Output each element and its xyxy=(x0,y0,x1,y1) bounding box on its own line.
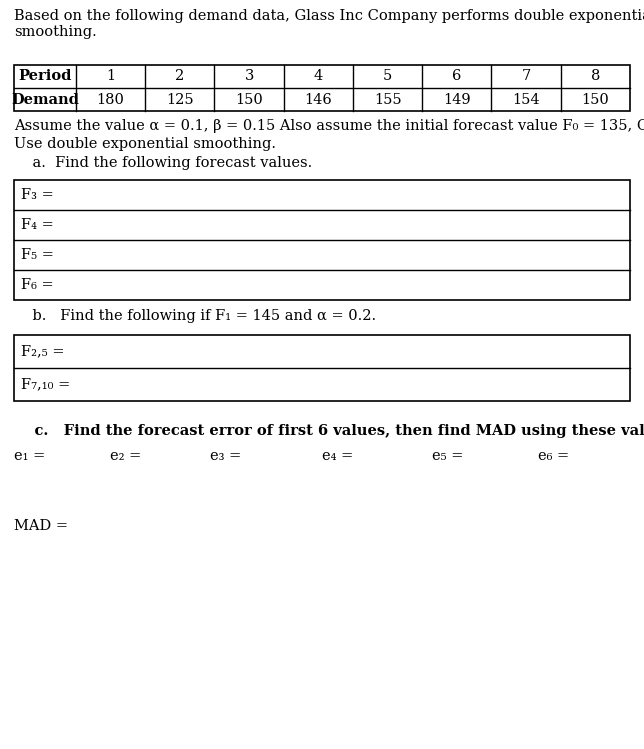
Text: 155: 155 xyxy=(374,92,401,106)
Text: 8: 8 xyxy=(591,70,600,83)
Text: Assume the value α = 0.1, β = 0.15 Also assume the initial forecast value F₀ = 1: Assume the value α = 0.1, β = 0.15 Also … xyxy=(14,119,644,133)
Text: a.  Find the following forecast values.: a. Find the following forecast values. xyxy=(14,156,312,170)
Text: 180: 180 xyxy=(97,92,124,106)
Text: e₄ =: e₄ = xyxy=(322,449,354,463)
Text: 125: 125 xyxy=(166,92,194,106)
Text: Use double exponential smoothing.: Use double exponential smoothing. xyxy=(14,137,276,151)
Text: 7: 7 xyxy=(522,70,531,83)
Text: e₃ =: e₃ = xyxy=(210,449,242,463)
Text: F₆ =: F₆ = xyxy=(21,278,53,292)
Text: 6: 6 xyxy=(452,70,462,83)
Text: b.   Find the following if F₁ = 145 and α = 0.2.: b. Find the following if F₁ = 145 and α … xyxy=(14,309,376,323)
Text: 154: 154 xyxy=(513,92,540,106)
Text: c.   Find the forecast error of first 6 values, then find MAD using these values: c. Find the forecast error of first 6 va… xyxy=(14,424,644,438)
Text: F₇,₁₀ =: F₇,₁₀ = xyxy=(21,377,70,392)
Text: smoothing.: smoothing. xyxy=(14,25,97,39)
Text: 146: 146 xyxy=(305,92,332,106)
Text: 4: 4 xyxy=(314,70,323,83)
Text: F₅ =: F₅ = xyxy=(21,248,54,262)
Text: F₄ =: F₄ = xyxy=(21,218,53,232)
Text: 150: 150 xyxy=(582,92,609,106)
Text: Demand: Demand xyxy=(11,92,79,106)
Bar xyxy=(14,180,630,300)
Text: F₂,₅ =: F₂,₅ = xyxy=(21,345,64,359)
Text: e₁ =: e₁ = xyxy=(14,449,45,463)
Text: e₆ =: e₆ = xyxy=(538,449,569,463)
Text: e₂ =: e₂ = xyxy=(110,449,141,463)
Bar xyxy=(14,335,630,401)
Text: F₃ =: F₃ = xyxy=(21,188,53,202)
Text: 1: 1 xyxy=(106,70,115,83)
Text: Based on the following demand data, Glass Inc Company performs double exponentia: Based on the following demand data, Glas… xyxy=(14,9,644,23)
Text: 2: 2 xyxy=(175,70,184,83)
Bar xyxy=(14,65,630,111)
Text: e₅ =: e₅ = xyxy=(432,449,464,463)
Text: 150: 150 xyxy=(235,92,263,106)
Text: 5: 5 xyxy=(383,70,392,83)
Text: 3: 3 xyxy=(245,70,254,83)
Text: Period: Period xyxy=(18,70,71,83)
Text: 149: 149 xyxy=(443,92,471,106)
Text: MAD =: MAD = xyxy=(14,519,68,533)
